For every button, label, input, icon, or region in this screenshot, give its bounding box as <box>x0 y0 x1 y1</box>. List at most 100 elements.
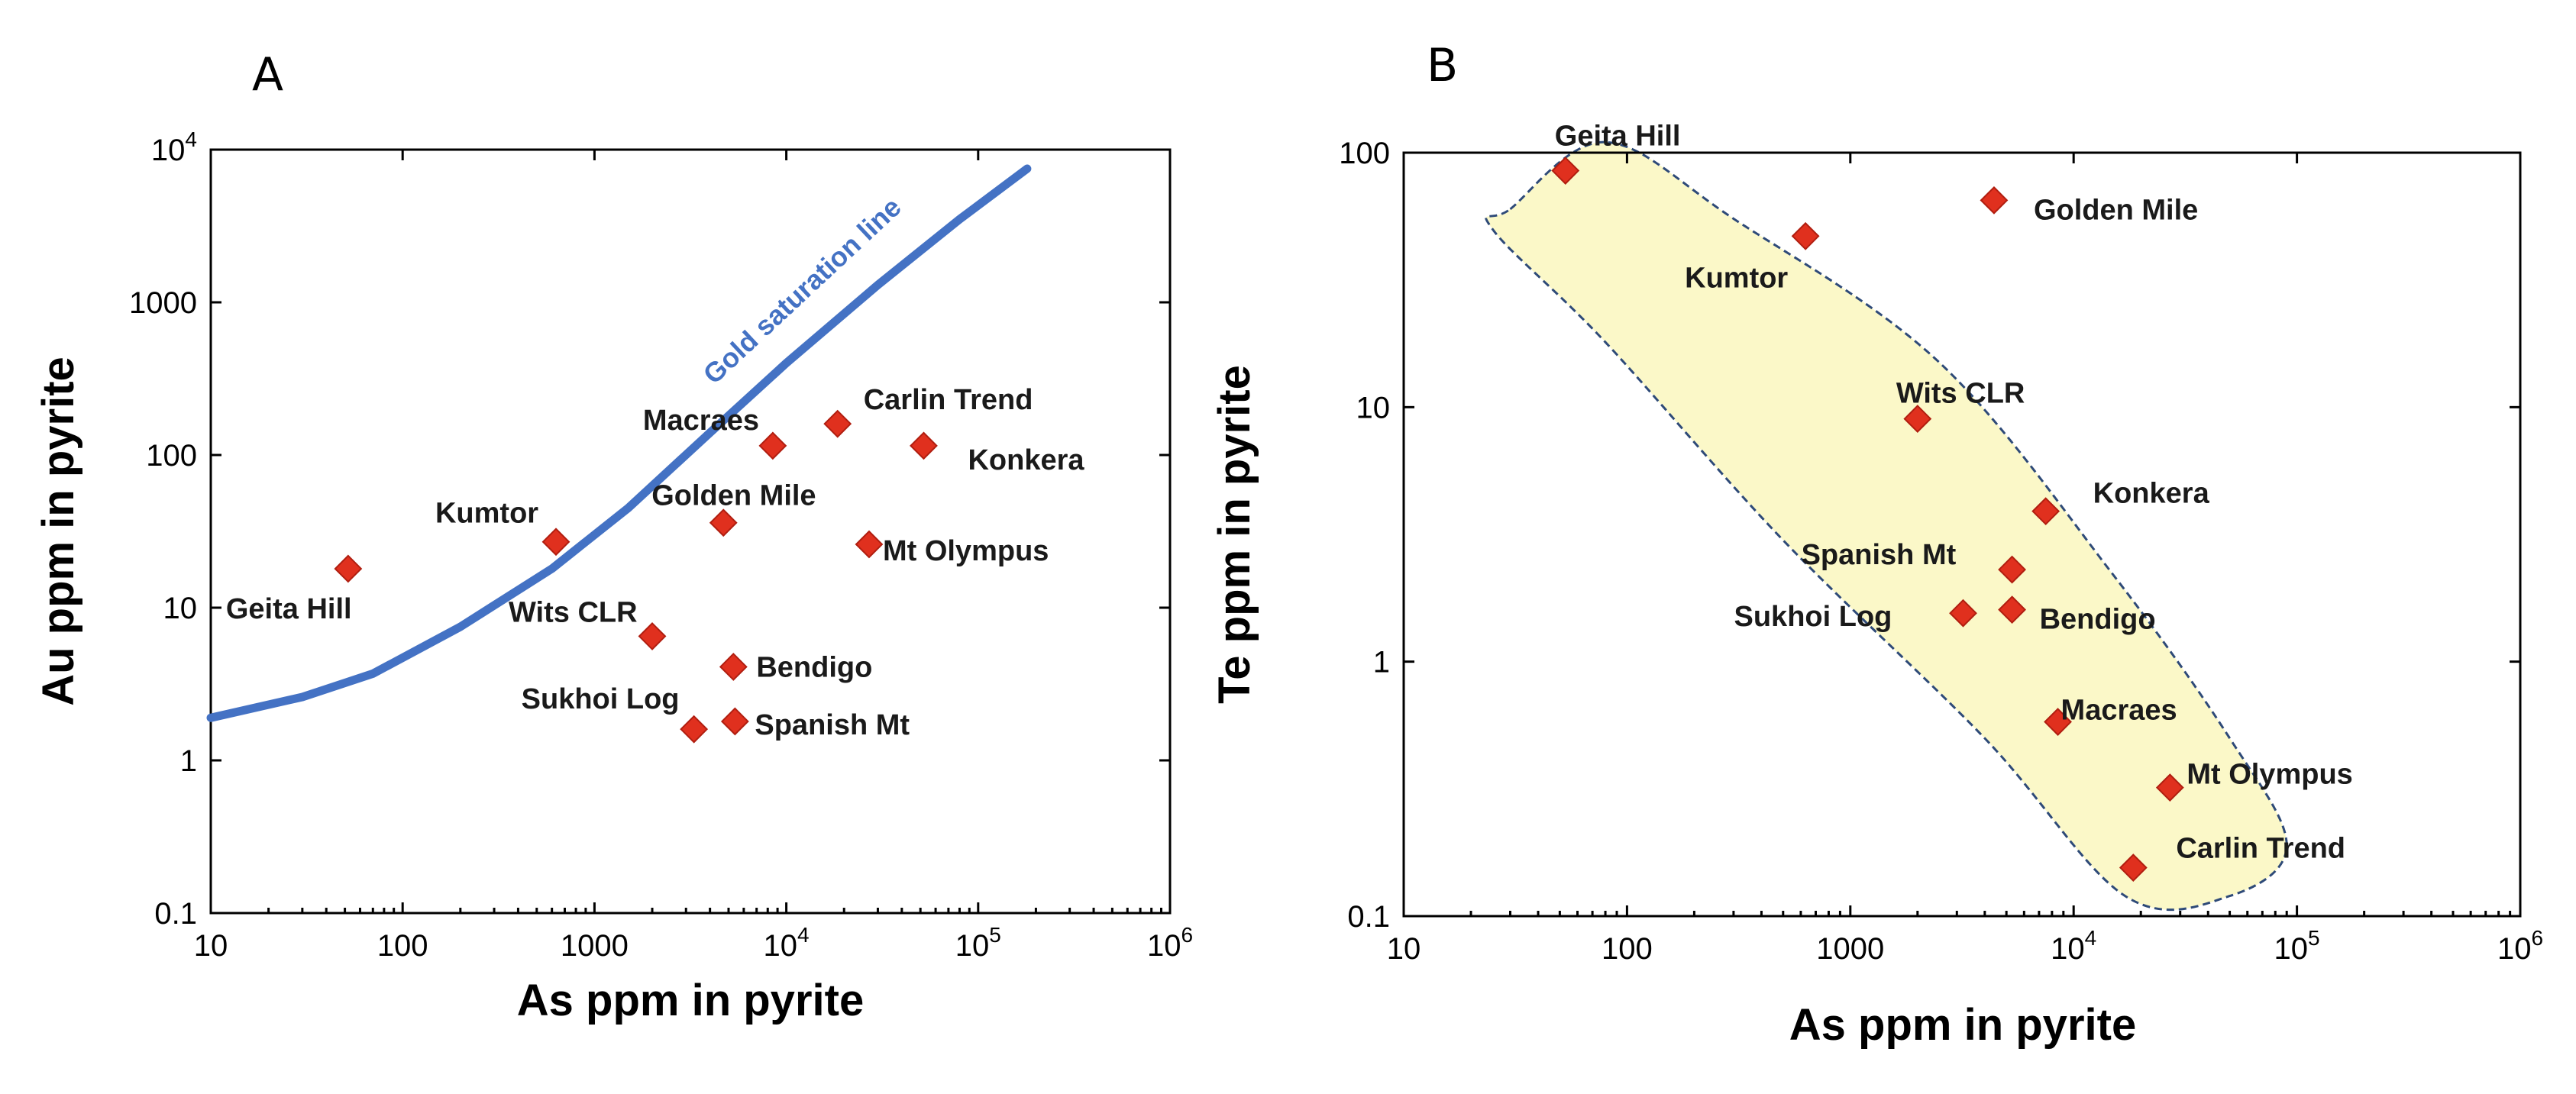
panel-a-point-wits-clr <box>638 622 667 650</box>
tick-label-exponent: 4 <box>2085 926 2097 950</box>
panel-a-point-mt-olympus <box>855 530 884 559</box>
tick-label-base: 0.1 <box>1347 900 1390 934</box>
panel-a-point-golden-mile <box>709 508 738 537</box>
panel-b-point-sukhoi-log <box>1949 599 1977 628</box>
tick-label-base: 10 <box>2497 932 2532 966</box>
tick-label-exponent: 5 <box>2308 926 2320 950</box>
panel-a-y-tick-label: 0.1 <box>154 897 197 931</box>
panel-b-pyrite-field <box>1485 140 2288 912</box>
tick-label-base: 10 <box>764 929 798 963</box>
panel-a-gold-saturation-line <box>206 164 1032 722</box>
panel-a-x-tick-label: 100 <box>377 929 428 963</box>
panel-b-point-label: Carlin Trend <box>2176 833 2345 865</box>
panel-b-letter: B <box>1427 39 1458 92</box>
tick-label-base: 1 <box>180 744 197 778</box>
panel-a-point-label: Kumtor <box>435 498 538 530</box>
tick-label-base: 10 <box>194 929 228 963</box>
panel-b-point-konkera <box>2031 497 2060 526</box>
panel-a-y-tick-label: 1000 <box>129 286 197 320</box>
panel-b-point-label: Wits CLR <box>1896 378 2025 410</box>
panel-b-point-label: Kumtor <box>1685 262 1788 294</box>
panel-a-plot-frame <box>209 148 1172 915</box>
tick-label-base: 1000 <box>561 929 629 963</box>
panel-b-point-spanish-mt <box>1998 555 2026 584</box>
tick-label-base: 10 <box>163 592 198 625</box>
tick-label-exponent: 4 <box>185 127 197 151</box>
panel-b-x-tick-label: 100 <box>1602 932 1653 966</box>
panel-a-letter: A <box>252 48 283 102</box>
tick-label-exponent: 6 <box>2531 926 2543 950</box>
panel-a-x-tick-label: 10 <box>194 929 228 963</box>
panel-a-point-konkera <box>910 431 938 460</box>
panel-a-point-label: Spanish Mt <box>755 709 910 741</box>
panel-b-y-tick-label: 100 <box>1339 137 1390 170</box>
panel-a-point-kumtor <box>541 528 570 557</box>
panel-a-point-label: Mt Olympus <box>883 535 1049 567</box>
panel-b-y-tick-label: 1 <box>1373 646 1390 679</box>
panel-a-point-label: Sukhoi Log <box>522 683 680 715</box>
tick-label-base: 10 <box>955 929 990 963</box>
panel-b-point-label: Spanish Mt <box>1802 539 1957 571</box>
panel-b-y-axis-title: Te ppm in pyrite <box>1210 365 1259 704</box>
panel-b-point-kumtor <box>1791 221 1820 250</box>
panel-b-point-label: Konkera <box>2093 478 2210 510</box>
panel-b-plot-frame <box>1402 151 2522 918</box>
panel-b-point-mt-olympus <box>2155 773 2184 802</box>
panel-a-x-tick-label: 106 <box>1147 923 1193 963</box>
panel-a-point-sukhoi-log <box>680 715 709 744</box>
panel-b-x-axis-title: As ppm in pyrite <box>1789 1000 2136 1050</box>
panel-a-point-bendigo <box>719 653 748 681</box>
tick-label-exponent: 5 <box>989 923 1001 947</box>
panel-b-point-macraes <box>2044 708 2072 736</box>
panel-b-y-tick-label: 10 <box>1356 391 1391 424</box>
tick-label-base: 10 <box>1356 391 1391 424</box>
tick-label-base: 10 <box>2051 932 2085 966</box>
panel-b-x-tick-label: 104 <box>2051 926 2096 966</box>
tick-label-base: 10 <box>1387 932 1421 966</box>
tick-label-base: 1000 <box>129 286 197 320</box>
panel-b-x-tick-label: 105 <box>2274 926 2320 966</box>
tick-label-base: 100 <box>1339 137 1390 170</box>
panel-b-point-carlin-trend <box>2119 854 2148 882</box>
panel-a-point-geita-hill <box>334 554 363 583</box>
tick-label-base: 1 <box>1373 646 1390 679</box>
tick-label-base: 1000 <box>1816 932 1884 966</box>
panel-b-point-label: Macraes <box>2061 695 2177 727</box>
tick-label-base: 10 <box>2274 932 2309 966</box>
panel-a-y-tick-label: 1 <box>180 744 197 778</box>
panel-a-point-label: Macraes <box>643 405 759 437</box>
panel-b-point-label: Geita Hill <box>1555 121 1681 153</box>
panel-b-point-geita-hill <box>1551 157 1580 185</box>
tick-label-base: 100 <box>377 929 428 963</box>
tick-label-base: 0.1 <box>154 897 197 931</box>
tick-label-exponent: 6 <box>1181 923 1193 947</box>
panel-a-point-label: Wits CLR <box>509 596 638 628</box>
panel-a-y-axis-title: Au ppm in pyrite <box>34 357 83 706</box>
tick-label-base: 10 <box>1147 929 1181 963</box>
panel-a-point-label: Geita Hill <box>226 593 352 625</box>
panel-a-y-tick-label: 100 <box>146 439 197 473</box>
panel-b-x-tick-label: 106 <box>2497 926 2543 966</box>
tick-label-exponent: 4 <box>797 923 810 947</box>
panel-a-x-tick-label: 1000 <box>561 929 629 963</box>
panel-a-point-label: Bendigo <box>756 651 872 683</box>
panel-b-point-golden-mile <box>1980 186 2009 215</box>
panel-a-point-spanish-mt <box>720 707 749 736</box>
panel-a-point-macraes <box>758 431 787 460</box>
panel-a-y-tick-label: 104 <box>151 127 197 167</box>
panel-a-point-carlin-trend <box>823 409 852 438</box>
panel-a-point-label: Konkera <box>968 444 1084 476</box>
panel-b-point-wits-clr <box>1903 405 1932 434</box>
tick-label-base: 100 <box>1602 932 1653 966</box>
panel-b-x-tick-label: 10 <box>1387 932 1421 966</box>
panel-a-x-axis-title: As ppm in pyrite <box>517 976 864 1025</box>
tick-label-base: 10 <box>151 134 186 167</box>
tick-label-base: 100 <box>146 439 197 473</box>
panel-a-x-tick-label: 105 <box>955 923 1001 963</box>
panel-a-point-label: Golden Mile <box>651 480 816 512</box>
panel-a-x-tick-label: 104 <box>764 923 810 963</box>
panel-a-y-tick-label: 10 <box>163 592 198 625</box>
